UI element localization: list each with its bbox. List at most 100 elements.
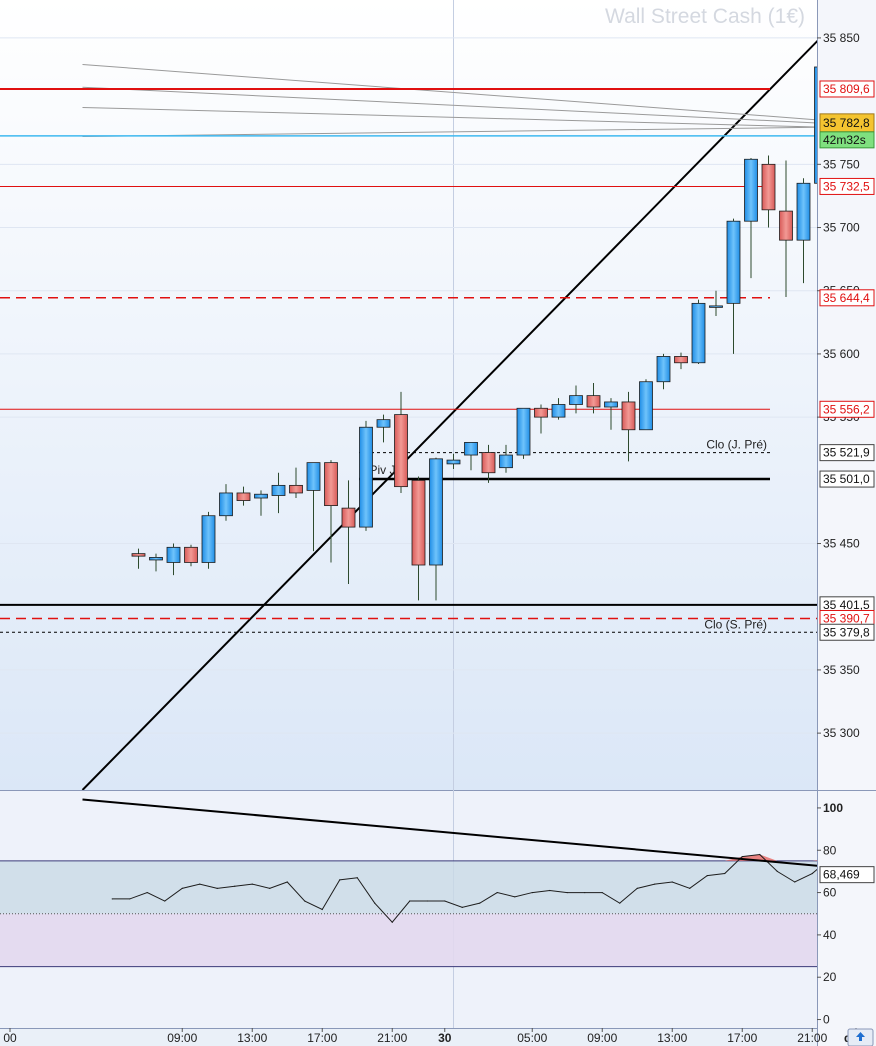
- rsi-point: [689, 887, 691, 889]
- price-level-tag-box: [819, 400, 875, 418]
- price-level-tag-value: 35 644,4: [823, 291, 870, 305]
- candle: [236, 486, 251, 506]
- candle-body: [429, 458, 443, 566]
- rsi-point: [514, 896, 516, 898]
- candle: [429, 457, 443, 601]
- price-tick-label: 35 350: [823, 663, 860, 677]
- candle-body: [814, 66, 817, 184]
- rsi-point: [164, 900, 166, 902]
- rsi-point: [619, 902, 621, 904]
- last-price-value: 35 782,8: [823, 116, 870, 130]
- rsi-lower-zone: [0, 913, 817, 967]
- price-level-tag: 35 501,0: [819, 470, 875, 488]
- rsi-point: [304, 900, 306, 902]
- rsi-tick-label: 40: [823, 928, 837, 942]
- candle: [726, 218, 741, 354]
- candle-body: [586, 395, 601, 408]
- price-level-tag-value: 35 379,8: [823, 625, 870, 639]
- rsi-upper-zone: [0, 860, 817, 914]
- rsi-tick-label: 0: [823, 1013, 830, 1027]
- rsi-value: 68,469: [823, 868, 860, 882]
- price-level-tag-box: [819, 470, 875, 488]
- candle-body: [744, 158, 758, 222]
- candle: [219, 484, 233, 521]
- candle-body: [516, 407, 531, 456]
- candle: [814, 66, 817, 184]
- candle: [446, 453, 461, 469]
- candle: [621, 391, 636, 462]
- candle: [779, 160, 793, 298]
- candle-body: [691, 302, 706, 364]
- candle: [271, 472, 286, 514]
- price-level-tag: 35 644,4: [819, 289, 875, 307]
- rsi-trendline: [82, 798, 817, 867]
- candle-body: [674, 356, 688, 364]
- rsi-point: [199, 883, 201, 885]
- price-level-tag: 35 556,2: [819, 400, 875, 418]
- price-level-tag: 35 390,7: [819, 609, 875, 627]
- candle: [656, 353, 671, 390]
- candle-body: [411, 479, 426, 566]
- price-level-tag: 35 732,5: [819, 177, 875, 195]
- candle: [411, 476, 426, 601]
- candle-body: [254, 493, 268, 499]
- candle-body: [446, 459, 461, 465]
- candle: [149, 553, 163, 572]
- candle: [464, 441, 478, 471]
- scroll-to-end-button[interactable]: [847, 1028, 874, 1046]
- rsi-point: [741, 855, 743, 858]
- time-tick-label: 09:00: [587, 1031, 617, 1045]
- candle-body: [149, 557, 163, 561]
- price-level-tag-box: [819, 80, 875, 98]
- candle-body: [131, 553, 146, 557]
- price-level-tag-box: [819, 177, 875, 195]
- rsi-point: [811, 872, 813, 875]
- rsi-point: [706, 875, 708, 877]
- candle: [131, 548, 146, 569]
- price-level-tag-value: 35 401,5: [823, 598, 870, 612]
- rsi-point: [759, 853, 761, 856]
- time-tick-label: 21:00: [377, 1031, 407, 1045]
- candle: [499, 444, 513, 473]
- rsi-tick-label: 60: [823, 886, 837, 900]
- countdown-tag: [819, 131, 875, 149]
- candle-body: [359, 426, 373, 528]
- rsi-point: [339, 879, 341, 881]
- candle-body: [709, 305, 723, 308]
- rsi-tick-label: 80: [823, 843, 837, 857]
- price-level-tag-value: 35 390,7: [823, 611, 870, 625]
- candle: [551, 398, 566, 420]
- time-tick-label: 05:00: [517, 1031, 547, 1045]
- instrument-title: Wall Street Cash (1€): [605, 5, 805, 28]
- candle-body: [481, 452, 496, 474]
- candle-body: [464, 441, 478, 456]
- candle-body: [184, 546, 198, 563]
- candle: [674, 352, 688, 370]
- trendline: [81, 39, 817, 790]
- candle: [289, 467, 303, 499]
- price-level-tag-value: 35 521,9: [823, 446, 870, 460]
- time-tick-label: 17:00: [307, 1031, 337, 1045]
- rsi-tick-label: 20: [823, 970, 837, 984]
- trendline: [82, 63, 817, 121]
- time-tick-label: 30: [438, 1031, 452, 1045]
- candle-body: [289, 484, 303, 494]
- rsi-point: [584, 891, 586, 894]
- rsi-grid: [0, 860, 817, 968]
- time-tick-label: 13:00: [657, 1031, 687, 1045]
- price-plot: Clo (J. Pré) Piv J Clo (S. Pré): [0, 39, 817, 790]
- rsi-point: [549, 889, 551, 892]
- rsi-point: [251, 883, 253, 885]
- time-axis-background: [0, 1028, 817, 1046]
- price-level-tag-box: [819, 444, 875, 462]
- arrow-up-icon: [856, 1032, 865, 1041]
- countdown-value: 42m32s: [823, 133, 866, 147]
- candle-body: [534, 407, 548, 418]
- time-tick-label: 13:00: [237, 1031, 267, 1045]
- candle: [761, 155, 776, 228]
- candle-body: [761, 163, 776, 211]
- price-level-tag: 35 379,8: [819, 623, 875, 641]
- price-level-tag-value: 35 501,0: [823, 472, 870, 486]
